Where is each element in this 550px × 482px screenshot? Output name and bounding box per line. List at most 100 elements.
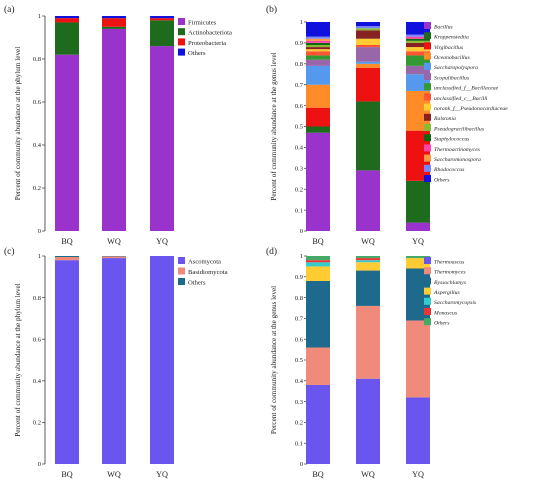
- panel-label: (b): [266, 4, 277, 15]
- x-category-label: WQ: [107, 237, 121, 246]
- y-tick-label: 0.9: [295, 274, 303, 281]
- bar-segment: [356, 47, 380, 62]
- legend-swatch: [424, 154, 431, 162]
- legend-label: Oceanobacillus: [434, 55, 470, 61]
- legend-swatch: [424, 93, 431, 101]
- legend-label: Saccharomonospora: [434, 157, 481, 163]
- chart-panel-4: (d) 0 0.1 0.2 0.3 0.4 0.5 0.6 0.7 0.8 0.9 1 Percent …: [266, 246, 477, 479]
- bar-segment: [150, 16, 174, 19]
- y-tick-label: 0.9: [295, 40, 303, 47]
- x-category-label: WQ: [361, 470, 375, 479]
- legend-label: Proteobacteria: [188, 40, 226, 47]
- bar-segment: [306, 260, 330, 263]
- legend-swatch: [424, 42, 431, 50]
- y-tick-label: 1: [38, 13, 41, 20]
- bar-segment: [406, 47, 430, 52]
- y-tick-label: 0.4: [295, 145, 304, 152]
- legend-label: Others: [434, 177, 450, 183]
- bar-segment: [406, 258, 430, 269]
- legend-label: Virgibacillus: [434, 45, 464, 51]
- legend-label: Saccharopolyspora: [434, 65, 478, 71]
- y-tick-label: 0.1: [295, 207, 303, 214]
- y-tick-label: 0.6: [295, 336, 304, 343]
- chart-panel-3: (c) 0 0.2 0.4 0.6 0.8 1 Percent of community ab…: [4, 246, 228, 479]
- legend-swatch: [424, 297, 431, 305]
- bar-segment: [356, 63, 380, 68]
- chart-panel-1: (a) 0 0.2 0.4 0.6 0.8 1 Percent of community ab…: [4, 4, 232, 246]
- bar-segment: [306, 49, 330, 52]
- legend-label: Basidiomycota: [188, 269, 228, 276]
- y-axis-title: Percent of community abundance at the ph…: [14, 47, 22, 201]
- chart-panel-2: (b) 0 0.1 0.2 0.3 0.4 0.5 0.6 0.7 0.8 0.9 1 Percent …: [266, 4, 508, 246]
- legend-swatch: [424, 287, 431, 295]
- y-tick-label: 0.5: [295, 357, 303, 364]
- legend-label: Scopulibacillus: [434, 75, 470, 81]
- legend: Firmicutes Actinobacteriota Proteobacteria…: [178, 18, 232, 57]
- bar-segment: [150, 46, 174, 231]
- y-tick-label: 0.8: [33, 56, 41, 63]
- bar-segment: [102, 256, 126, 259]
- legend-label: Firmicutes: [188, 19, 217, 26]
- legend-swatch: [424, 318, 431, 326]
- y-tick-label: 0.8: [295, 295, 303, 302]
- bar-segment: [102, 258, 126, 464]
- bar-segment: [406, 36, 430, 39]
- bar-segment: [55, 260, 79, 464]
- bar-segment: [406, 256, 430, 259]
- legend-label: Byssochlamys: [434, 280, 467, 286]
- y-tick-label: 0.6: [295, 103, 304, 110]
- bar-segment: [406, 42, 430, 48]
- bar-segment: [406, 180, 430, 223]
- bar-segment: [102, 28, 126, 232]
- bar-segment: [306, 42, 330, 45]
- legend-label: Others: [188, 50, 206, 57]
- legend: Thermoascus Thermomyces Byssochlamys Asperg…: [424, 257, 477, 327]
- x-category-label: WQ: [361, 237, 375, 246]
- bar-segment: [356, 30, 380, 39]
- bar-segment: [356, 262, 380, 271]
- y-tick-label: 0.1: [295, 440, 303, 447]
- legend-label: Actinobacteriota: [188, 30, 232, 37]
- bar-segment: [306, 44, 330, 48]
- legend-swatch: [178, 278, 185, 285]
- y-tick-label: 0: [38, 228, 41, 235]
- y-tick-label: 0.7: [295, 316, 304, 323]
- bar-segment: [102, 26, 126, 29]
- bar-segment: [306, 266, 330, 281]
- legend-swatch: [424, 164, 431, 172]
- y-tick-label: 0.2: [295, 186, 303, 193]
- bar-segment: [55, 256, 79, 258]
- y-tick-label: 1: [300, 19, 303, 26]
- y-tick-label: 0.2: [33, 185, 41, 192]
- legend-swatch: [424, 32, 431, 40]
- legend-swatch: [178, 28, 185, 36]
- x-category-label: YQ: [156, 237, 168, 246]
- legend-label: Pseudogracilibacillus: [433, 126, 485, 132]
- bar-segment: [306, 384, 330, 464]
- bar-segment: [306, 36, 330, 39]
- legend-label: unclassified_f__Bacillaceae: [434, 85, 499, 92]
- legend-label: Rhodococcus: [433, 167, 465, 173]
- bar-segment: [306, 347, 330, 385]
- legend-swatch: [424, 73, 431, 80]
- bar-segment: [356, 170, 380, 231]
- bar-segment: [306, 47, 330, 50]
- bar-segment: [55, 54, 79, 232]
- y-tick-label: 0.5: [295, 124, 303, 131]
- bar-segment: [306, 262, 330, 267]
- bar-segment: [356, 28, 380, 31]
- bar-segment: [356, 256, 380, 259]
- y-tick-label: 1: [300, 253, 303, 260]
- legend-swatch: [424, 175, 431, 182]
- x-category-label: BQ: [312, 470, 323, 479]
- bar-segment: [55, 16, 79, 19]
- bar-segment: [306, 126, 330, 133]
- legend-label: Ascomycota: [188, 258, 221, 265]
- bar-segment: [150, 20, 174, 47]
- panel-label: (c): [4, 246, 15, 257]
- legend-swatch: [424, 308, 431, 315]
- bar-segment: [306, 22, 330, 37]
- x-category-label: BQ: [312, 237, 323, 246]
- x-category-label: BQ: [61, 237, 72, 246]
